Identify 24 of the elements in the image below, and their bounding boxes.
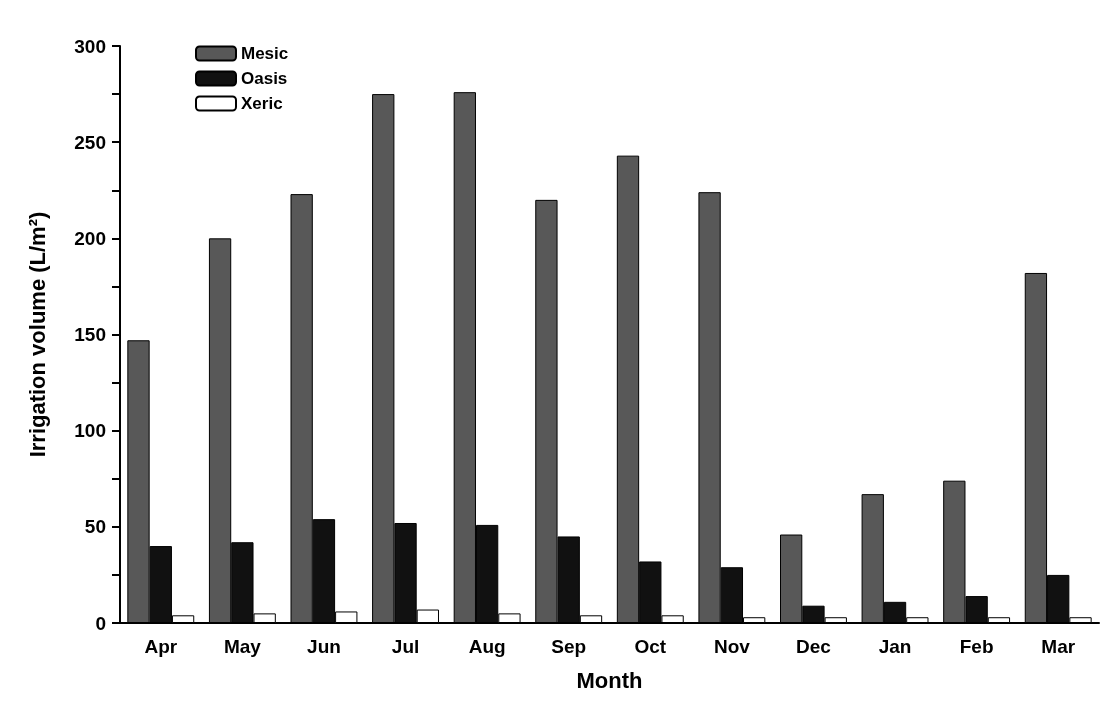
x-tick-label: Aug: [468, 636, 506, 657]
legend-label: Xeric: [241, 94, 283, 113]
x-tick-label: Feb: [959, 636, 994, 657]
x-tick-label: Jun: [307, 636, 341, 657]
x-tick-label: Apr: [144, 636, 178, 657]
x-tick-label: Oct: [634, 636, 667, 657]
y-tick-label: 200: [74, 227, 106, 249]
y-axis-title: Irrigation volume (L/m²): [24, 211, 50, 458]
y-tick-label: 150: [74, 324, 106, 345]
x-tick-label: Dec: [796, 636, 832, 657]
y-tick-label: 250: [74, 131, 106, 153]
x-axis-title: Month: [576, 667, 643, 693]
x-tick-label: Nov: [713, 636, 751, 657]
y-tick-label: 100: [74, 420, 106, 442]
y-tick-label: 50: [84, 516, 106, 538]
legend-label: Oasis: [241, 69, 288, 88]
y-tick-label: 0: [95, 612, 106, 634]
x-tick-label: May: [223, 636, 262, 657]
y-tick-label: 300: [74, 35, 106, 57]
legend-label: Mesic: [241, 44, 289, 63]
x-tick-label: Mar: [1041, 636, 1076, 657]
x-tick-label: Sep: [551, 636, 587, 657]
x-tick-label: Jan: [878, 636, 912, 657]
x-tick-label: Jul: [391, 636, 420, 657]
